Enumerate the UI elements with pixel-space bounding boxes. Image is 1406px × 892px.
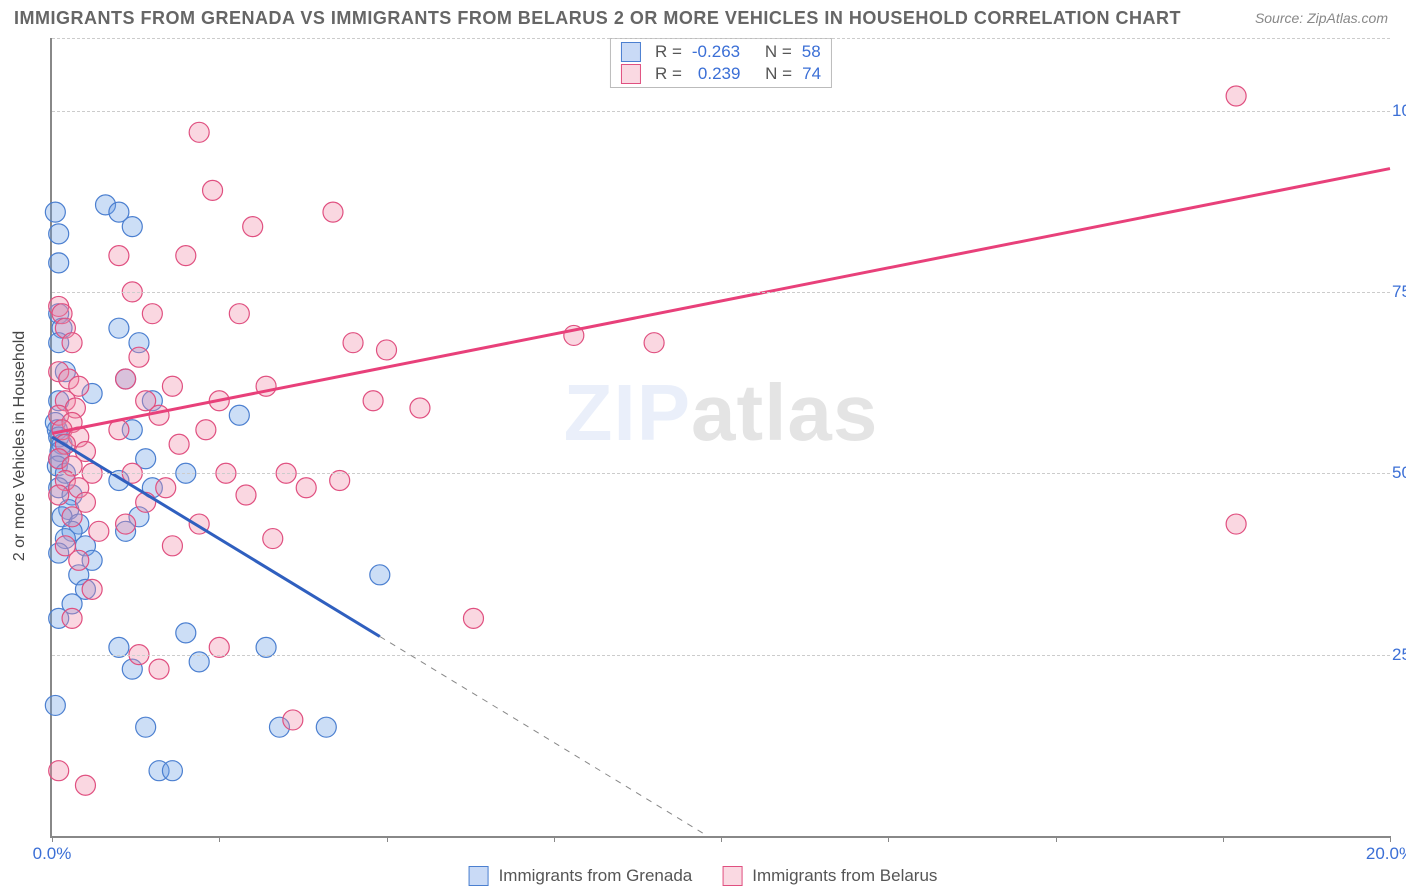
y-tick-label: 100.0% bbox=[1392, 101, 1406, 121]
stats-r-value-1: 0.239 bbox=[692, 63, 741, 85]
source-label: Source: ZipAtlas.com bbox=[1255, 10, 1388, 26]
y-tick-label: 50.0% bbox=[1392, 463, 1406, 483]
y-axis-label: 2 or more Vehicles in Household bbox=[11, 331, 29, 561]
stats-n-value-0: 58 bbox=[802, 41, 821, 63]
stats-r-label-1: R = bbox=[655, 63, 682, 85]
stats-n-value-1: 74 bbox=[802, 63, 821, 85]
legend-item-grenada: Immigrants from Grenada bbox=[469, 866, 693, 886]
y-tick-label: 25.0% bbox=[1392, 645, 1406, 665]
chart-svg bbox=[52, 38, 1390, 836]
legend-label-1: Immigrants from Belarus bbox=[752, 866, 937, 886]
legend-label-0: Immigrants from Grenada bbox=[499, 866, 693, 886]
swatch-pink-icon bbox=[621, 64, 641, 84]
stats-row-belarus: R = 0.239 N = 74 bbox=[621, 63, 821, 85]
stats-legend-box: R = -0.263 N = 58 R = 0.239 N = 74 bbox=[610, 38, 832, 88]
stats-n-label-1: N = bbox=[765, 63, 792, 85]
legend-swatch-blue-icon bbox=[469, 866, 489, 886]
plot-area: ZIPatlas R = -0.263 N = 58 R = 0.239 N =… bbox=[50, 38, 1390, 838]
stats-n-label: N = bbox=[765, 41, 792, 63]
y-tick-label: 75.0% bbox=[1392, 282, 1406, 302]
bottom-legend: Immigrants from Grenada Immigrants from … bbox=[469, 866, 938, 886]
swatch-blue-icon bbox=[621, 42, 641, 62]
legend-swatch-pink-icon bbox=[722, 866, 742, 886]
chart-title: IMMIGRANTS FROM GRENADA VS IMMIGRANTS FR… bbox=[14, 8, 1181, 29]
stats-row-grenada: R = -0.263 N = 58 bbox=[621, 41, 821, 63]
x-tick-label: 0.0% bbox=[33, 844, 72, 864]
legend-item-belarus: Immigrants from Belarus bbox=[722, 866, 937, 886]
x-tick-label: 20.0% bbox=[1366, 844, 1406, 864]
stats-r-value-0: -0.263 bbox=[692, 41, 740, 63]
stats-r-label: R = bbox=[655, 41, 682, 63]
